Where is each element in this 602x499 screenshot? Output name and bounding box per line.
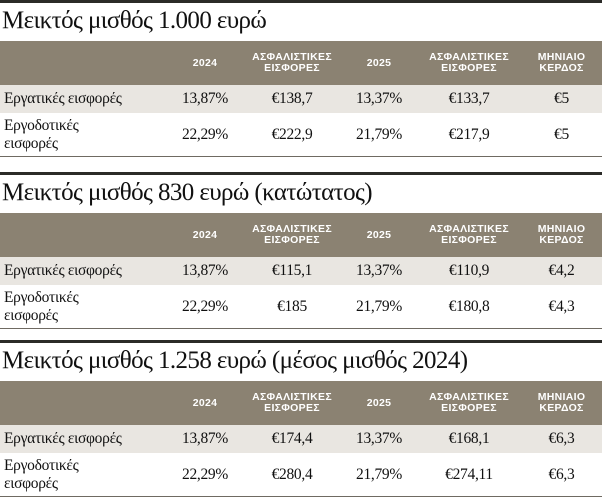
monthly-gain: €5 xyxy=(554,125,569,143)
rate-2025: 21,79% xyxy=(356,465,402,483)
header-year-2025: 2025 xyxy=(366,396,392,409)
rate-2025: 13,37% xyxy=(356,262,402,279)
header-year-2025: 2025 xyxy=(366,228,392,241)
contributions-2025: €217,9 xyxy=(448,125,490,143)
row-label: Εργατικές εισφορές xyxy=(4,90,122,107)
header-monthly-gain: ΜΗΝΙΑΙΟ ΚΕΡΔΟΣ xyxy=(537,391,586,414)
table-row: Εργατικές εισφορές 13,87% €115,1 13,37% … xyxy=(0,257,602,285)
header-contributions-2024: ΑΣΦΑΛΙΣΤΙΚΕΣ ΕΙΣΦΟΡΕΣ xyxy=(252,51,332,74)
section-title: Μεικτός μισθός 830 ευρώ (κατώτατος) xyxy=(2,179,373,206)
table-row: Εργατικές εισφορές 13,87% €174,4 13,37% … xyxy=(0,425,602,453)
contributions-2024: €115,1 xyxy=(271,262,313,279)
header-year-2024: 2024 xyxy=(192,228,218,241)
header-contributions-2025: ΑΣΦΑΛΙΣΤΙΚΕΣ ΕΙΣΦΟΡΕΣ xyxy=(429,223,509,246)
rate-2025: 13,37% xyxy=(356,90,402,107)
contributions-2024: €222,9 xyxy=(271,125,313,143)
row-label: Εργατικές εισφορές xyxy=(4,430,122,447)
header-year-2024: 2024 xyxy=(192,56,218,69)
rate-2024: 22,29% xyxy=(182,125,228,143)
monthly-gain: €6,3 xyxy=(548,430,575,447)
contributions-2025: €168,1 xyxy=(448,430,490,447)
rate-2025: 21,79% xyxy=(356,297,402,315)
header-contributions-2024: ΑΣΦΑΛΙΣΤΙΚΕΣ ΕΙΣΦΟΡΕΣ xyxy=(252,223,332,246)
table-row: Εργοδοτικές εισφορές 22,29% €280,4 21,79… xyxy=(0,453,602,496)
top-rule xyxy=(0,340,602,343)
contributions-2024: €185 xyxy=(277,297,307,315)
table-row: Εργατικές εισφορές 13,87% €138,7 13,37% … xyxy=(0,85,602,113)
table-bottom-rule xyxy=(0,496,602,497)
monthly-gain: €4,2 xyxy=(548,262,575,279)
contributions-2024: €174,4 xyxy=(271,430,313,447)
contributions-2024: €138,7 xyxy=(271,90,313,107)
contributions-2025: €274,11 xyxy=(445,465,493,483)
rate-2024: 13,87% xyxy=(182,430,228,447)
contributions-2024: €280,4 xyxy=(271,465,313,483)
header-monthly-gain: ΜΗΝΙΑΙΟ ΚΕΡΔΟΣ xyxy=(537,51,586,74)
top-rule xyxy=(0,172,602,175)
row-label: Εργατικές εισφορές xyxy=(4,262,122,279)
rate-2024: 22,29% xyxy=(182,465,228,483)
row-label: Εργοδοτικές εισφορές xyxy=(4,288,79,324)
header-contributions-2024: ΑΣΦΑΛΙΣΤΙΚΕΣ ΕΙΣΦΟΡΕΣ xyxy=(252,391,332,414)
monthly-gain: €4,3 xyxy=(548,297,575,315)
header-contributions-2025: ΑΣΦΑΛΙΣΤΙΚΕΣ ΕΙΣΦΟΡΕΣ xyxy=(429,51,509,74)
table-row: Εργοδοτικές εισφορές 22,29% €222,9 21,79… xyxy=(0,113,602,156)
table-header: 2024 ΑΣΦΑΛΙΣΤΙΚΕΣ ΕΙΣΦΟΡΕΣ 2025 ΑΣΦΑΛΙΣΤ… xyxy=(0,41,602,85)
contributions-2025: €110,9 xyxy=(448,262,490,279)
header-year-2025: 2025 xyxy=(366,56,392,69)
contributions-2025: €133,7 xyxy=(448,90,490,107)
rate-2025: 21,79% xyxy=(356,125,402,143)
table-bottom-rule xyxy=(0,156,602,157)
table-header: 2024 ΑΣΦΑΛΙΣΤΙΚΕΣ ΕΙΣΦΟΡΕΣ 2025 ΑΣΦΑΛΙΣΤ… xyxy=(0,213,602,257)
section-title: Μεικτός μισθός 1.000 ευρώ xyxy=(2,7,267,34)
rate-2024: 13,87% xyxy=(182,262,228,279)
section-title: Μεικτός μισθός 1.258 ευρώ (μέσος μισθός … xyxy=(2,347,468,374)
row-label: Εργοδοτικές εισφορές xyxy=(4,456,79,492)
top-rule xyxy=(0,0,602,3)
table-header: 2024 ΑΣΦΑΛΙΣΤΙΚΕΣ ΕΙΣΦΟΡΕΣ 2025 ΑΣΦΑΛΙΣΤ… xyxy=(0,381,602,425)
table-bottom-rule xyxy=(0,328,602,329)
monthly-gain: €5 xyxy=(554,90,569,107)
header-contributions-2025: ΑΣΦΑΛΙΣΤΙΚΕΣ ΕΙΣΦΟΡΕΣ xyxy=(429,391,509,414)
header-monthly-gain: ΜΗΝΙΑΙΟ ΚΕΡΔΟΣ xyxy=(537,223,586,246)
header-year-2024: 2024 xyxy=(192,396,218,409)
monthly-gain: €6,3 xyxy=(548,465,575,483)
row-label: Εργοδοτικές εισφορές xyxy=(4,116,79,152)
rate-2024: 22,29% xyxy=(182,297,228,315)
table-row: Εργοδοτικές εισφορές 22,29% €185 21,79% … xyxy=(0,285,602,328)
rate-2024: 13,87% xyxy=(182,90,228,107)
rate-2025: 13,37% xyxy=(356,430,402,447)
contributions-2025: €180,8 xyxy=(448,297,490,315)
